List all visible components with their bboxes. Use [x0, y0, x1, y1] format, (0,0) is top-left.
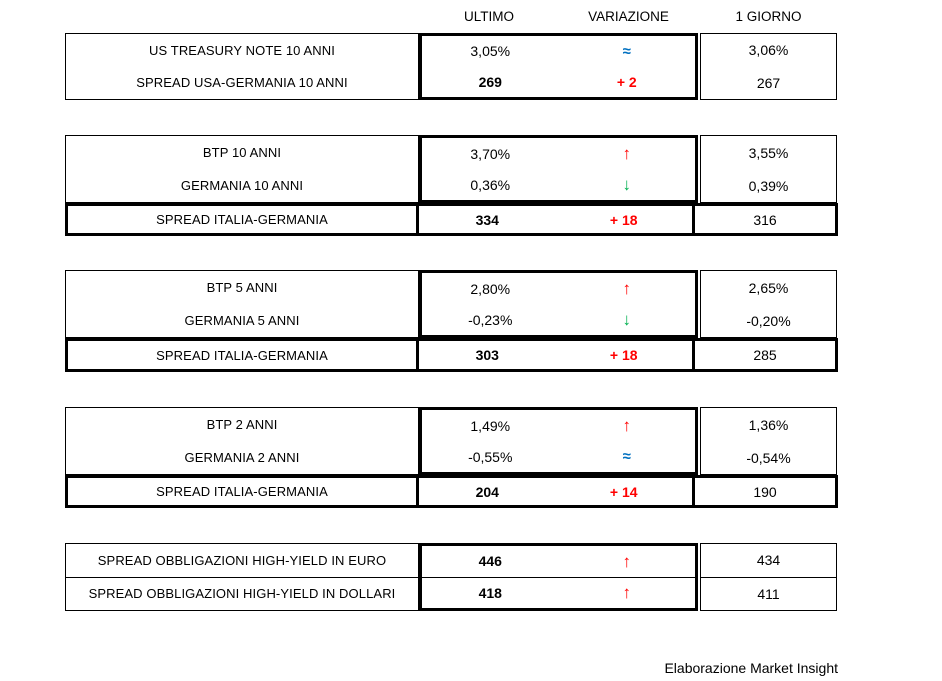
- down-arrow-icon: ↓: [622, 310, 632, 329]
- row-label: SPREAD OBBLIGAZIONI HIGH-YIELD IN EURO: [97, 552, 387, 568]
- block-us-treasury-labels: US TREASURY NOTE 10 ANNI SPREAD USA-GERM…: [65, 33, 419, 100]
- row-label: GERMANIA 10 ANNI: [180, 178, 304, 193]
- row-label: BTP 2 ANNI: [206, 417, 278, 432]
- block-2-anni-values: 1,49% ↑ -0,55% ≈: [419, 407, 698, 475]
- giorno-value: -0,54%: [746, 449, 791, 466]
- up-arrow-icon: ↑: [622, 279, 632, 298]
- giorno-value: 190: [753, 483, 777, 500]
- variation-value: + 18: [609, 347, 638, 363]
- row-label: US TREASURY NOTE 10 ANNI: [149, 42, 335, 58]
- footer-credit: Elaborazione Market Insight: [664, 660, 838, 676]
- giorno-value: 3,55%: [748, 144, 789, 161]
- row-label: GERMANIA 2 ANNI: [184, 450, 300, 465]
- block-10-anni-labels: BTP 10 ANNI GERMANIA 10 ANNI: [65, 135, 419, 203]
- approx-equal-icon: ≈: [622, 42, 631, 60]
- down-arrow-icon: ↓: [622, 175, 632, 194]
- ultimo-value: 334: [475, 211, 499, 228]
- giorno-value: 316: [753, 211, 777, 228]
- row-label: SPREAD USA-GERMANIA 10 ANNI: [136, 75, 348, 91]
- giorno-value: 2,65%: [748, 279, 789, 296]
- giorno-value: 0,39%: [748, 177, 789, 194]
- row-label: SPREAD ITALIA-GERMANIA: [156, 347, 328, 363]
- block-high-yield-values: 446 ↑ 418 ↑: [419, 543, 698, 611]
- giorno-value: 285: [753, 347, 777, 363]
- row-label: BTP 10 ANNI: [202, 145, 282, 160]
- column-header-1-giorno: 1 GIORNO: [735, 9, 802, 24]
- block-2-anni-giorno: 1,36% -0,54%: [700, 407, 837, 475]
- up-arrow-icon: ↑: [622, 144, 632, 163]
- ultimo-value: 3,05%: [470, 43, 511, 60]
- block-5-anni-values: 2,80% ↑ -0,23% ↓: [419, 270, 698, 338]
- column-header-ultimo: ULTIMO: [464, 9, 514, 24]
- ultimo-value: -0,55%: [468, 448, 513, 465]
- block-10-anni-values: 3,70% ↑ 0,36% ↓: [419, 135, 698, 203]
- ultimo-value: 3,70%: [470, 145, 511, 162]
- spread-row-italia-germania-2: SPREAD ITALIA-GERMANIA 204 + 14 190: [65, 475, 838, 508]
- column-header-variazione: VARIAZIONE: [588, 9, 669, 24]
- block-high-yield-giorno: 434 411: [700, 543, 837, 611]
- spread-row-italia-germania-10: SPREAD ITALIA-GERMANIA 334 + 18 316: [65, 203, 838, 236]
- row-label: SPREAD ITALIA-GERMANIA: [156, 484, 328, 499]
- block-us-treasury-giorno: 3,06% 267: [700, 33, 837, 100]
- ultimo-value: -0,23%: [468, 311, 513, 328]
- approx-equal-icon: ≈: [622, 448, 631, 465]
- block-us-treasury-values: 3,05% ≈ 269 + 2: [419, 33, 698, 100]
- giorno-value: 434: [756, 552, 781, 569]
- variation-value: + 2: [616, 73, 637, 90]
- ultimo-value: 446: [478, 553, 502, 570]
- ultimo-value: 303: [475, 347, 499, 363]
- row-label: GERMANIA 5 ANNI: [184, 313, 300, 328]
- giorno-value: 267: [756, 74, 781, 91]
- row-label: BTP 5 ANNI: [206, 280, 278, 295]
- giorno-value: -0,20%: [746, 312, 791, 329]
- ultimo-value: 418: [478, 584, 502, 601]
- row-label: SPREAD OBBLIGAZIONI HIGH-YIELD IN DOLLAR…: [88, 586, 396, 602]
- giorno-value: 411: [757, 585, 780, 602]
- variation-value: + 18: [609, 211, 638, 228]
- row-label: SPREAD ITALIA-GERMANIA: [156, 212, 328, 227]
- ultimo-value: 204: [475, 483, 499, 500]
- block-5-anni-giorno: 2,65% -0,20%: [700, 270, 837, 338]
- up-arrow-icon: ↑: [622, 416, 632, 435]
- giorno-value: 1,36%: [748, 416, 789, 433]
- giorno-value: 3,06%: [748, 42, 789, 59]
- up-arrow-icon: ↑: [622, 551, 632, 571]
- ultimo-value: 2,80%: [470, 280, 511, 297]
- ultimo-value: 269: [478, 73, 502, 90]
- block-5-anni-labels: BTP 5 ANNI GERMANIA 5 ANNI: [65, 270, 419, 338]
- up-arrow-icon: ↑: [622, 583, 632, 603]
- block-10-anni-giorno: 3,55% 0,39%: [700, 135, 837, 203]
- ultimo-value: 1,49%: [470, 417, 511, 434]
- block-high-yield-labels: SPREAD OBBLIGAZIONI HIGH-YIELD IN EURO S…: [65, 543, 419, 611]
- spread-row-italia-germania-5: SPREAD ITALIA-GERMANIA 303 + 18 285: [65, 338, 838, 372]
- block-2-anni-labels: BTP 2 ANNI GERMANIA 2 ANNI: [65, 407, 419, 475]
- variation-value: + 14: [609, 483, 638, 500]
- ultimo-value: 0,36%: [470, 176, 511, 193]
